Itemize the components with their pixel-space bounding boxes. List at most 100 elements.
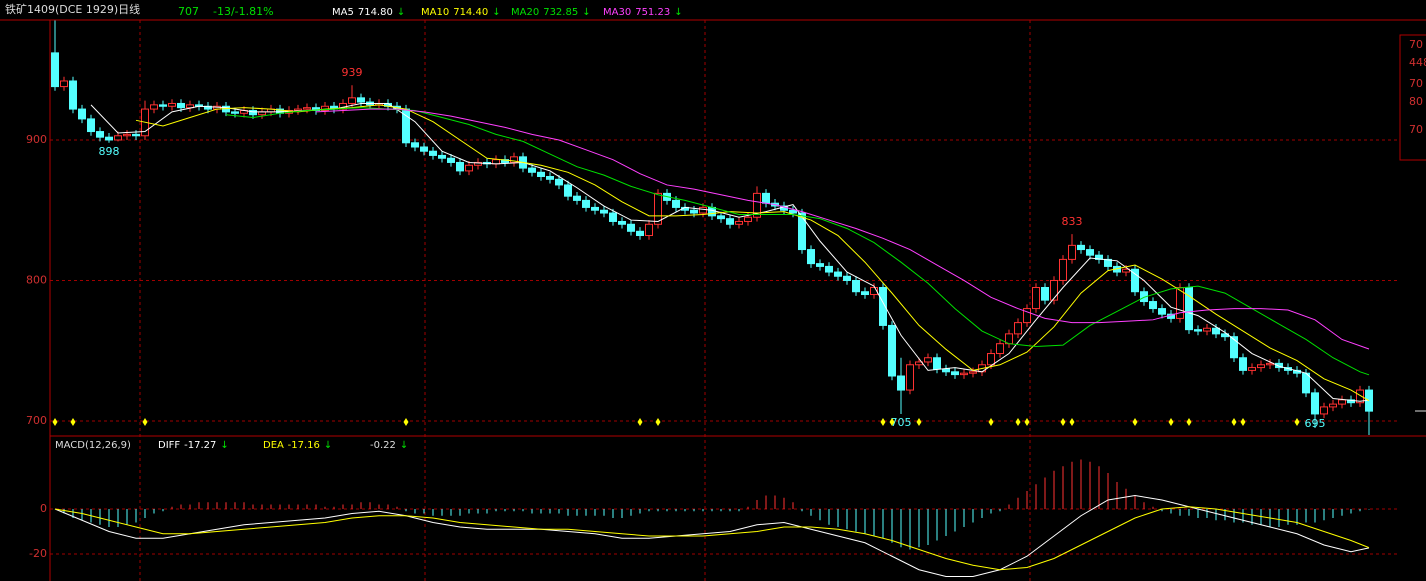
candle-body — [1329, 403, 1337, 408]
legend-entry: DEA -17.16 ↓ — [263, 440, 332, 451]
candle-body — [708, 206, 716, 217]
candle-body — [960, 372, 968, 376]
candle-body — [51, 52, 59, 88]
candle-body — [672, 199, 680, 208]
candle-body — [735, 220, 743, 225]
legend-arrow: ↓ — [220, 440, 228, 451]
candle-body — [600, 209, 608, 214]
candle-body — [1149, 301, 1157, 310]
macd-value-text: -0.22 — [370, 440, 396, 451]
legend-value: 714.80 — [358, 7, 393, 18]
signal-marker — [403, 418, 409, 426]
candle-body — [888, 324, 896, 377]
candle-body — [447, 157, 455, 163]
price-annotation: 939 — [342, 66, 363, 79]
candle-body — [762, 192, 770, 204]
candle-body — [1059, 258, 1067, 281]
candle-body — [816, 263, 824, 267]
candle-body — [753, 192, 761, 218]
candle-body — [123, 133, 131, 137]
candle-body — [87, 118, 95, 133]
candle-body — [870, 286, 878, 296]
signal-marker — [1132, 418, 1138, 426]
legend-entry: MA5 714.80 ↓ — [332, 7, 405, 18]
candle-body — [879, 286, 887, 326]
candle-body — [465, 164, 473, 172]
candle-body — [861, 291, 869, 296]
candle-body — [564, 184, 572, 197]
candle-body — [420, 146, 428, 152]
signal-marker — [1024, 418, 1030, 426]
signal-marker — [1060, 418, 1066, 426]
legend-entry: MA10 714.40 ↓ — [421, 7, 501, 18]
candle-body — [933, 357, 941, 370]
candle-body — [159, 104, 167, 107]
signal-marker — [1294, 418, 1300, 426]
side-label: 448 — [1409, 56, 1426, 69]
price: 707 — [178, 5, 199, 18]
candle-body — [438, 154, 446, 159]
candle-body — [1239, 357, 1247, 371]
candle-body — [114, 135, 122, 141]
signal-marker — [988, 418, 994, 426]
candle-body — [1050, 279, 1058, 301]
candle-body — [69, 80, 77, 110]
candle-body — [942, 368, 950, 373]
legend-name: MA10 — [421, 7, 449, 18]
macd-value: -0.22 ↓ — [370, 440, 408, 451]
candle-body — [1320, 406, 1328, 415]
signal-marker — [52, 418, 58, 426]
candle-body — [1311, 392, 1319, 415]
signal-marker — [1168, 418, 1174, 426]
candle-body — [537, 171, 545, 178]
candle-body — [987, 353, 995, 366]
candle-body — [897, 375, 905, 391]
candle-body — [1014, 322, 1022, 335]
candle-body — [96, 131, 104, 138]
candle-body — [357, 97, 365, 103]
candle-body — [132, 133, 140, 137]
candle-body — [231, 111, 239, 114]
legend-value: 751.23 — [635, 7, 670, 18]
legend-name: MA20 — [511, 7, 539, 18]
candle-body — [555, 178, 563, 186]
indicator-line — [135, 104, 1370, 402]
price-annotation: 833 — [1062, 215, 1083, 228]
y-tick-label: 0 — [40, 502, 47, 515]
legend-value: -17.27 — [184, 440, 216, 451]
signal-marker — [1240, 418, 1246, 426]
candle-body — [411, 142, 419, 148]
legend-arrow: ↓ — [324, 440, 332, 451]
candle-body — [618, 220, 626, 225]
price-annotation: 705 — [891, 416, 912, 429]
legend-arrow: ↓ — [400, 440, 408, 451]
legend-name: DEA — [263, 440, 284, 451]
candle-body — [1275, 362, 1283, 369]
signal-marker — [916, 418, 922, 426]
candle-body — [60, 80, 68, 88]
macd-title: MACD(12,26,9) — [55, 440, 131, 451]
legend-entry: MA20 732.85 ↓ — [511, 7, 591, 18]
legend-value: 714.40 — [453, 7, 488, 18]
candle-body — [1086, 249, 1094, 256]
side-panel — [1399, 34, 1426, 161]
candle-body — [843, 275, 851, 281]
signal-marker — [637, 418, 643, 426]
legend-arrow: ↓ — [582, 7, 590, 18]
side-label: 70 — [1409, 77, 1423, 90]
candle-body — [492, 159, 500, 165]
candle-body — [807, 249, 815, 265]
candle-body — [654, 192, 662, 225]
y-tick-label: 900 — [26, 133, 47, 146]
signal-marker — [655, 418, 661, 426]
legend-arrow: ↓ — [397, 7, 405, 18]
candle-body — [1356, 389, 1364, 404]
candle-body — [627, 223, 635, 232]
candle-body — [636, 230, 644, 237]
indicator-line — [54, 506, 1370, 571]
candle-body — [699, 206, 707, 214]
candle-body — [1032, 286, 1040, 310]
candle-body — [1158, 308, 1166, 315]
